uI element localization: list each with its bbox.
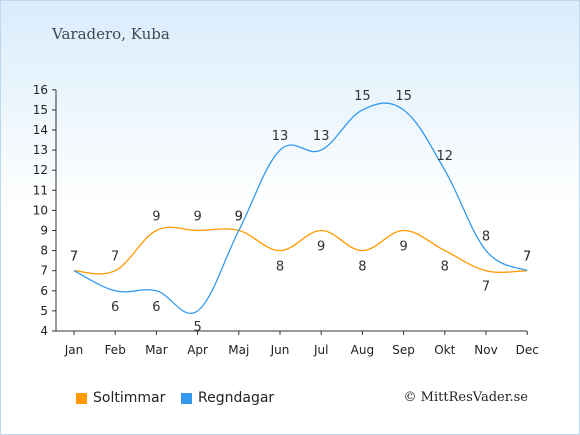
x-tick-label: Jan bbox=[64, 343, 84, 357]
y-tick-label: 5 bbox=[40, 304, 48, 318]
axes: 4 5 6 7 8 9 10 11 12 13 14 15 16 Jan Feb Mar Apr Maj Jun Ju… bbox=[33, 83, 539, 357]
legend-item-regndagar: Regndagar bbox=[181, 390, 274, 406]
x-tick-label: Sep bbox=[392, 343, 415, 357]
y-tick-label: 15 bbox=[33, 103, 48, 117]
data-label-regndagar: 8 bbox=[482, 230, 490, 245]
data-label-regndagar: 15 bbox=[395, 89, 412, 104]
x-tick-label: Aug bbox=[351, 343, 374, 357]
y-tick-label: 7 bbox=[40, 264, 48, 278]
x-tick-label: Nov bbox=[474, 343, 497, 357]
legend-item-soltimmar: Soltimmar bbox=[76, 390, 165, 406]
line-soltimmar bbox=[74, 227, 527, 274]
data-label-regndagar: 6 bbox=[111, 300, 119, 315]
y-tick-label: 9 bbox=[40, 224, 48, 238]
legend-swatch-regndagar bbox=[181, 393, 192, 404]
legend-label-regndagar: Regndagar bbox=[198, 390, 274, 406]
data-label-soltimmar: 8 bbox=[358, 260, 366, 275]
data-label-soltimmar: 8 bbox=[276, 260, 284, 275]
y-tick-label: 14 bbox=[33, 123, 48, 137]
data-label-soltimmar: 7 bbox=[482, 280, 490, 295]
data-label-soltimmar: 7 bbox=[111, 250, 119, 265]
data-label-soltimmar: 9 bbox=[317, 240, 325, 255]
legend-label-soltimmar: Soltimmar bbox=[93, 390, 165, 406]
y-tick-label: 6 bbox=[40, 284, 48, 298]
site-credit: © MittResVader.se bbox=[404, 390, 528, 405]
x-tick-label: Dec bbox=[516, 343, 539, 357]
legend-swatch-soltimmar bbox=[76, 393, 87, 404]
x-tick-label: Mar bbox=[145, 343, 168, 357]
data-label-soltimmar: 9 bbox=[152, 210, 160, 225]
y-tick-label: 16 bbox=[33, 83, 48, 97]
data-label-regndagar: 5 bbox=[193, 320, 201, 335]
y-tick-label: 13 bbox=[33, 143, 48, 157]
y-tick-label: 12 bbox=[33, 163, 48, 177]
x-tick-label: Feb bbox=[105, 343, 126, 357]
x-tick-label: Jul bbox=[313, 343, 328, 357]
x-tick-label: Apr bbox=[187, 343, 208, 357]
data-label-regndagar: 13 bbox=[272, 129, 289, 144]
data-label-soltimmar: 9 bbox=[193, 210, 201, 225]
data-label-soltimmar: 8 bbox=[441, 260, 449, 275]
y-tick-label: 11 bbox=[33, 183, 48, 197]
x-tick-label: Maj bbox=[228, 343, 249, 357]
data-label-soltimmar: 9 bbox=[399, 240, 407, 255]
chart-title: Varadero, Kuba bbox=[51, 25, 170, 43]
x-tick-label: Okt bbox=[434, 343, 455, 357]
line-regndagar bbox=[74, 103, 527, 313]
series-lines bbox=[74, 103, 527, 313]
y-tick-label: 8 bbox=[40, 244, 48, 258]
data-label-regndagar: 15 bbox=[354, 89, 371, 104]
y-tick-label: 4 bbox=[40, 324, 48, 338]
data-label-regndagar: 13 bbox=[313, 129, 330, 144]
data-label-regndagar: 9 bbox=[235, 210, 243, 225]
data-label-regndagar: 7 bbox=[523, 250, 531, 265]
data-label-regndagar: 7 bbox=[70, 250, 78, 265]
data-label-regndagar: 6 bbox=[152, 300, 160, 315]
y-tick-label: 10 bbox=[33, 203, 48, 217]
data-label-regndagar: 12 bbox=[437, 149, 454, 164]
x-tick-label: Jun bbox=[270, 343, 290, 357]
